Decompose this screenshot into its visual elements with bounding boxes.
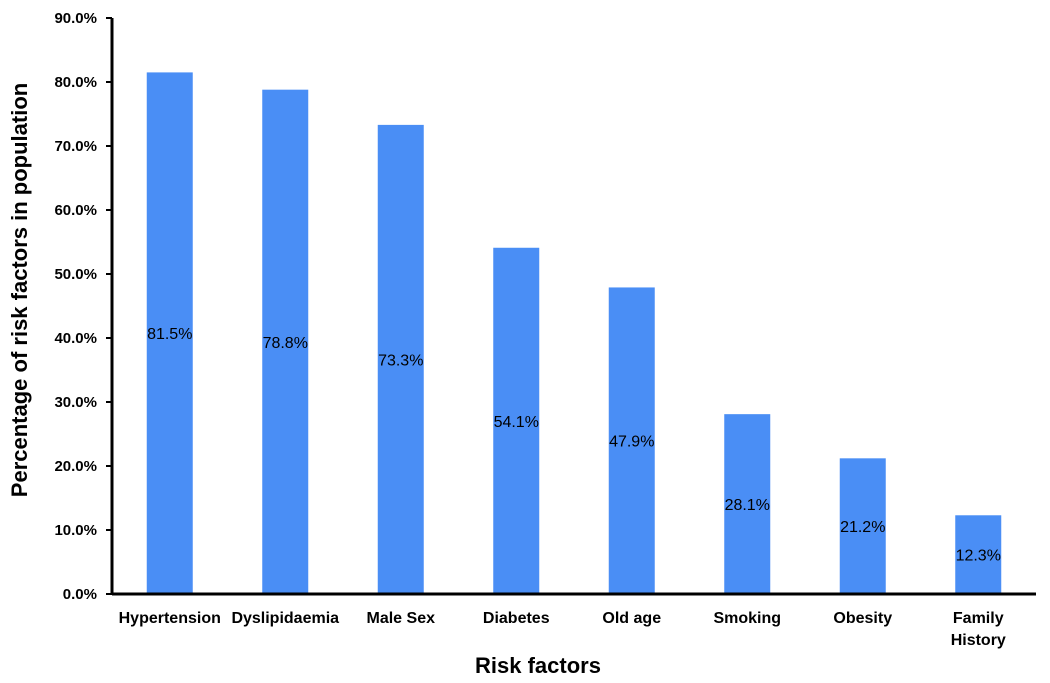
bar (493, 247, 540, 594)
bars-group (146, 72, 1002, 595)
bar-value-label: 78.8% (263, 335, 308, 352)
bar-value-label: 81.5% (147, 326, 192, 343)
y-tick-label: 60.0% (54, 202, 97, 219)
bar (608, 287, 655, 594)
bar (146, 72, 193, 594)
y-tick-label: 0.0% (63, 586, 97, 603)
x-category-labels: Hypertension Dyslipidaemia Male Sex Diabete… (119, 610, 1006, 649)
bar-value-label: 54.1% (494, 414, 539, 431)
y-tick-label: 10.0% (54, 522, 97, 539)
bar (955, 515, 1002, 594)
plot-area: 81.5% 78.8% 73.3% 54.1% 47.9% 28.1% 21.2% 12.3%… (54, 10, 1036, 649)
y-tick-label: 40.0% (54, 330, 97, 347)
bar-value-label: 47.9% (609, 434, 654, 451)
x-category-label: Male Sex (367, 610, 436, 627)
y-tick-labels: 0.0% 10.0% 20.0% 30.0% 40.0% 50.0% 60.0% 70.0% 8… (54, 10, 112, 603)
y-tick-label: 20.0% (54, 458, 97, 475)
y-tick-label: 50.0% (54, 266, 97, 283)
bar-value-label: 12.3% (956, 548, 1001, 565)
bar-value-label: 21.2% (840, 519, 885, 536)
y-tick-label: 70.0% (54, 138, 97, 155)
y-tick-label: 90.0% (54, 10, 97, 27)
x-category-label: Old age (602, 610, 661, 627)
x-axis-title: Risk factors (475, 653, 601, 678)
x-category-label: Dyslipidaemia (231, 610, 339, 627)
x-category-label: Smoking (713, 610, 781, 627)
y-tick-label: 30.0% (54, 394, 97, 411)
data-labels-group: 81.5% 78.8% 73.3% 54.1% 47.9% 28.1% 21.2% 12.3% (147, 326, 1001, 564)
y-axis-title: Percentage of risk factors in population (7, 83, 32, 497)
x-category-label: Diabetes (483, 610, 550, 627)
bar (262, 89, 309, 595)
x-category-label: Hypertension (119, 610, 221, 627)
bar-value-label: 73.3% (378, 352, 423, 369)
bar (377, 124, 424, 594)
bar (839, 458, 886, 594)
x-category-label: Obesity (833, 610, 892, 627)
y-tick-label: 80.0% (54, 74, 97, 91)
bar-value-label: 28.1% (725, 497, 770, 514)
bar (724, 414, 771, 594)
x-category-label: Family History (951, 610, 1006, 649)
